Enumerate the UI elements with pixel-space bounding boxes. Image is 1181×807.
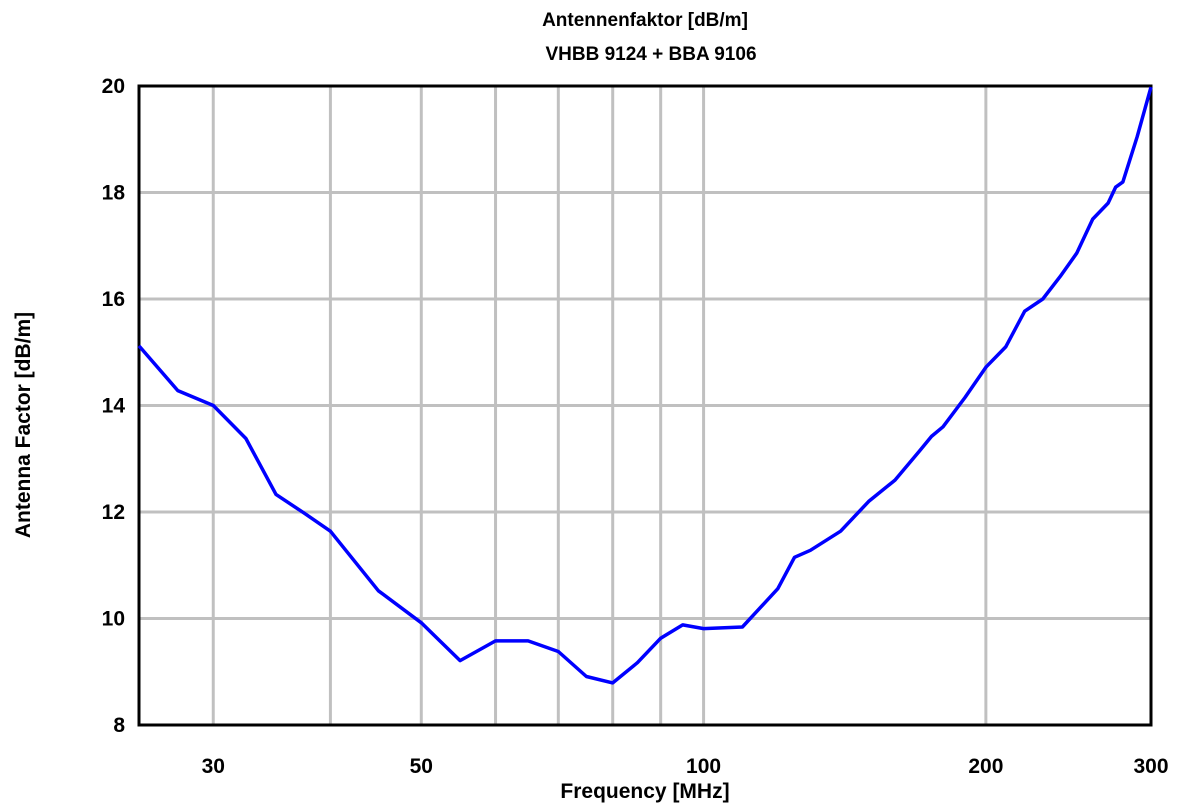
x-axis-label: Frequency [MHz]	[560, 780, 729, 803]
y-tick-label: 10	[102, 608, 125, 631]
y-tick-label: 18	[102, 182, 126, 205]
x-tick-label: 50	[410, 755, 433, 778]
chart-subtitle: VHBB 9124 + BBA 9106	[545, 44, 756, 65]
chart-title: Antennenfaktor [dB/m]	[542, 10, 748, 31]
antenna-factor-line	[137, 86, 1153, 685]
y-tick-label: 14	[102, 395, 126, 418]
y-tick-label: 12	[102, 501, 125, 524]
x-tick-label: 30	[202, 755, 225, 778]
y-axis-label: Antenna Factor [dB/m]	[12, 312, 35, 538]
x-tick-label: 100	[686, 755, 721, 778]
y-tick-label: 20	[102, 75, 125, 98]
plot-frame	[137, 84, 1153, 727]
x-tick-label: 300	[1133, 755, 1168, 778]
x-axis-ticks: 30 50 100 200 300	[202, 755, 1169, 778]
y-tick-label: 16	[102, 288, 125, 311]
x-tick-label: 200	[968, 755, 1003, 778]
y-tick-label: 8	[113, 714, 125, 737]
y-axis-ticks: 8 10 12 14 16 18 20	[102, 75, 126, 737]
grid-lines	[139, 86, 1151, 725]
